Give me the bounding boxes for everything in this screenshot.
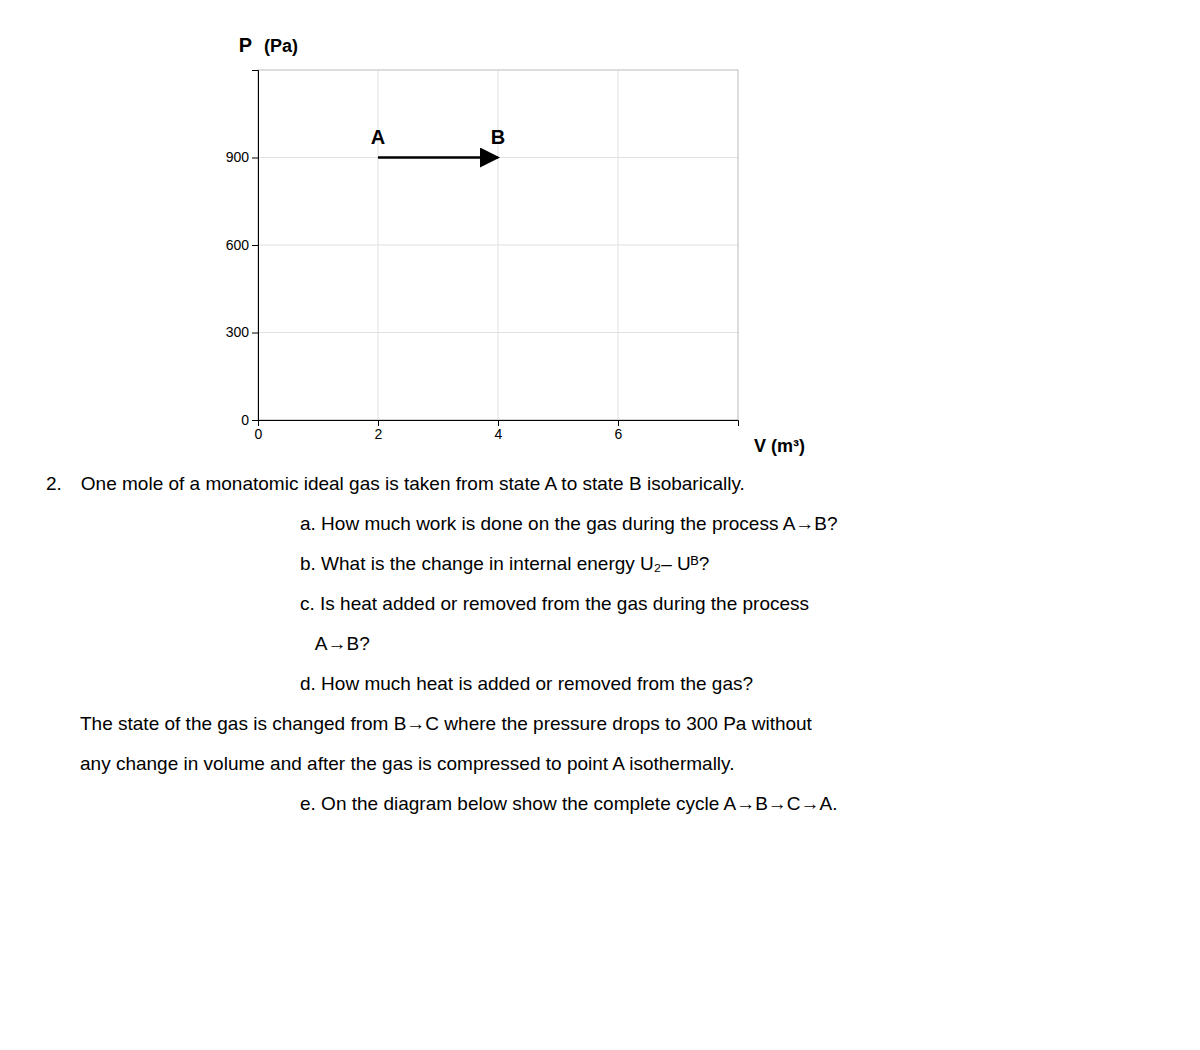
y-axis-unit: (Pa) [264, 36, 298, 56]
tick-label: 900 [226, 149, 250, 165]
tick-mark [252, 158, 258, 159]
annotation: a. How much work is done on the gas duri… [300, 513, 838, 534]
annotation: The state of the gas is changed from B→C… [80, 713, 813, 734]
annotation: c. Is heat added or removed from the gas… [300, 593, 809, 614]
grid-line [258, 157, 738, 158]
process-line [378, 156, 498, 159]
annotation: 2. One mole of a monatomic ideal gas is … [46, 473, 745, 494]
tick-mark [252, 333, 258, 334]
grid [258, 70, 738, 420]
axis-line [252, 71, 259, 421]
tick-label: 6 [615, 426, 623, 442]
point-label: B [491, 126, 505, 148]
y-axis-label: P [239, 34, 252, 56]
y-axis: 0 300 600 900 [226, 71, 259, 428]
tick-label: 600 [226, 237, 250, 253]
point-label: A [371, 126, 385, 148]
tick-label: 0 [255, 426, 263, 442]
chart: 02460300600900ABP(Pa)V (m³)2. One mole o… [0, 0, 1200, 1050]
grid-line [258, 245, 738, 246]
annotation: A→B? [300, 633, 370, 654]
problem-text: 2. One mole of a monatomic ideal gas is … [46, 473, 838, 814]
annotation: e. On the diagram below show the complet… [300, 793, 838, 814]
annotation: any change in volume and after the gas i… [80, 753, 734, 774]
point-labels: AB [371, 126, 505, 148]
x-axis: 0 2 4 6 [255, 420, 739, 442]
tick: 6 [615, 420, 623, 442]
plot-frame [258, 70, 738, 420]
tick: 900 [226, 149, 258, 165]
tick: 4 [495, 420, 503, 442]
tick: 2 [375, 420, 383, 442]
tick-label: 2 [375, 426, 383, 442]
tick-mark [252, 420, 258, 421]
x-axis-label: V (m³) [754, 436, 805, 456]
tick: 300 [226, 324, 258, 340]
plot: 02460300600900ABP(Pa)V (m³) [226, 34, 805, 456]
annotation: b. What is the change in internal energy… [300, 553, 709, 574]
marks [378, 157, 498, 158]
tick: 0 [255, 420, 263, 442]
tick: 0 [241, 412, 258, 428]
tick: 600 [226, 237, 258, 253]
tick-label: 4 [495, 426, 503, 442]
annotation: d. How much heat is added or removed fro… [300, 673, 753, 694]
tick-mark [252, 245, 258, 246]
grid-line [258, 332, 738, 333]
tick-label: 300 [226, 324, 250, 340]
tick-label: 0 [241, 412, 249, 428]
